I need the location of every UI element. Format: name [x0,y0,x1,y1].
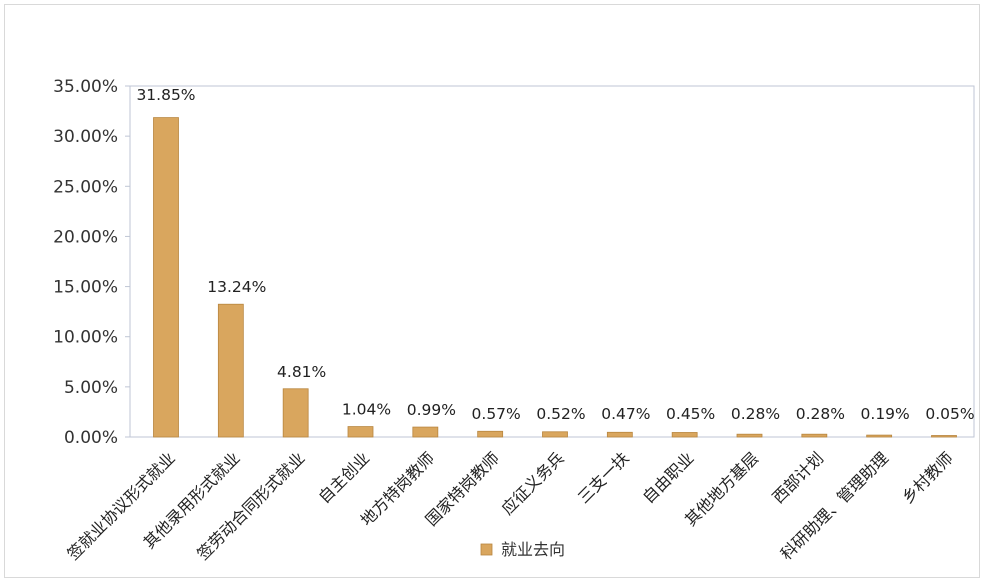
bar[interactable] [477,430,504,438]
x-tick-label: 签就业协议形式就业 [64,448,179,563]
y-tick-label: 30.00% [53,127,118,147]
x-tick-label: 三支一扶 [574,448,633,507]
y-tick-label: 35.00% [53,77,118,97]
bar[interactable] [671,432,698,438]
bar[interactable] [931,435,957,438]
data-label: 0.28% [796,405,845,423]
plot-area [129,85,975,438]
x-tick-label: 应征义务兵 [498,448,568,518]
x-tick-label: 自由职业 [639,448,698,507]
data-label: 0.45% [666,405,715,423]
data-label: 0.28% [731,405,780,423]
y-tick-label: 5.00% [64,378,118,398]
bar[interactable] [606,431,633,438]
y-tick-label: 10.00% [53,328,118,348]
bar[interactable] [866,434,893,438]
data-label: 0.47% [601,405,650,423]
bar[interactable] [153,117,179,438]
bar[interactable] [347,426,374,438]
data-label: 31.85% [136,86,195,104]
bar[interactable] [801,433,828,438]
legend-label: 就业去向 [501,540,565,559]
x-tick-label: 自主创业 [315,448,374,507]
y-tick-label: 0.00% [64,428,118,448]
data-label: 0.57% [472,405,521,423]
data-label: 0.05% [925,405,974,423]
data-label: 0.99% [407,401,456,419]
bar[interactable] [282,388,309,438]
data-label: 13.24% [207,278,266,296]
y-tick-label: 20.00% [53,227,118,247]
bar[interactable] [412,426,439,438]
x-tick-label: 乡村教师 [898,448,957,507]
x-tick-label: 西部计划 [768,448,827,507]
y-tick-label: 25.00% [53,177,118,197]
y-tick-label: 15.00% [53,278,118,298]
data-label: 4.81% [277,363,326,381]
legend-swatch [480,543,493,556]
bar[interactable] [217,303,244,438]
data-label: 1.04% [342,401,391,419]
bar[interactable] [542,431,568,438]
data-label: 0.52% [536,405,585,423]
x-tick-label: 签劳动合同形式就业 [193,448,308,563]
data-label: 0.19% [861,405,910,423]
bar[interactable] [736,433,763,438]
x-tick-label: 科研助理、管理助理 [777,448,892,563]
